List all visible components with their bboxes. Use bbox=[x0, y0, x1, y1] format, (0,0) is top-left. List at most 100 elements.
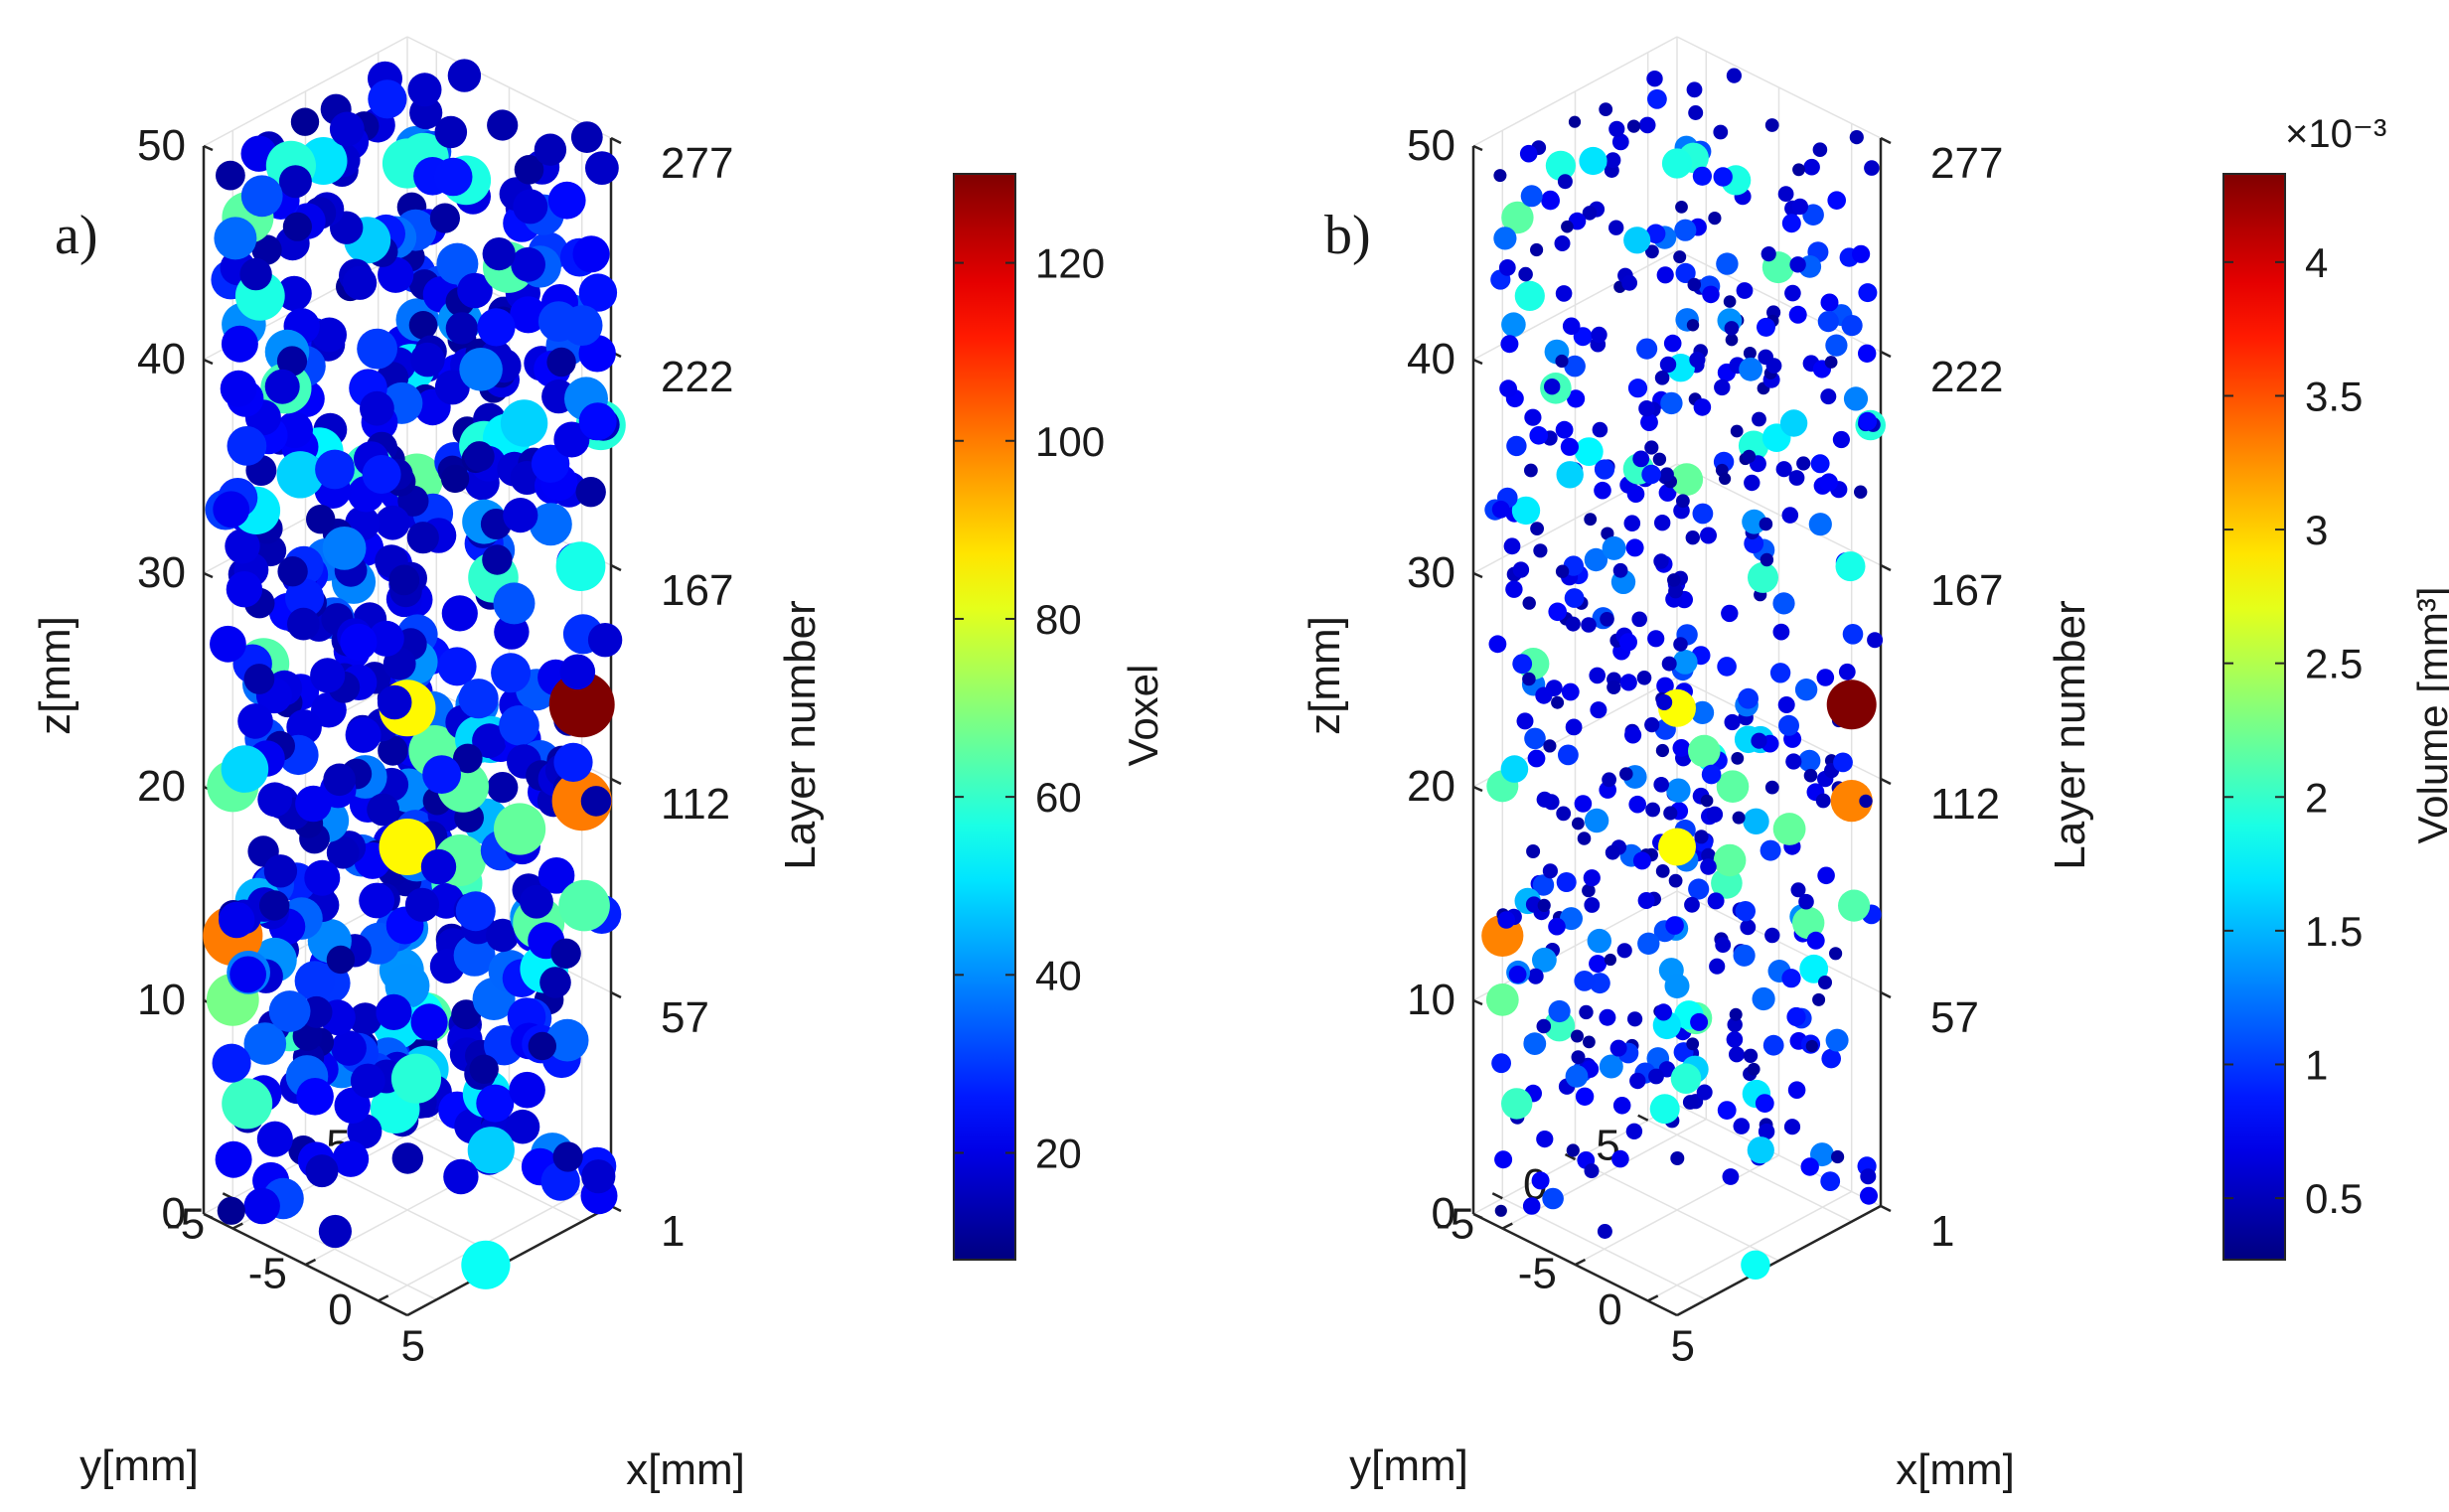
scatter-point bbox=[509, 1071, 545, 1109]
layer-tick bbox=[610, 990, 622, 999]
scatter-point bbox=[1577, 832, 1592, 845]
colorbar-tick-label: 3.5 bbox=[2305, 373, 2363, 419]
panel-a: 0102030405015711216722227750-5-505z[mm]y… bbox=[31, 36, 1166, 1494]
scatter-point bbox=[407, 73, 442, 107]
z-tick bbox=[203, 358, 214, 366]
scatter-point bbox=[213, 491, 250, 529]
scatter-point bbox=[1572, 817, 1585, 831]
scatter-point bbox=[1744, 474, 1760, 492]
scatter-point bbox=[1760, 552, 1774, 567]
scatter-point bbox=[1529, 426, 1548, 445]
colorbar-tick-label: 80 bbox=[1035, 596, 1082, 643]
scatter-point bbox=[1687, 277, 1702, 292]
scatter-point bbox=[1666, 778, 1691, 803]
y-tick bbox=[1491, 1192, 1503, 1200]
scatter-point bbox=[1672, 739, 1691, 757]
scatter-point bbox=[1564, 588, 1585, 608]
scatter-point bbox=[1757, 317, 1775, 337]
scatter-point bbox=[1732, 811, 1746, 825]
scatter-point bbox=[1799, 954, 1829, 983]
scatter-point bbox=[513, 189, 548, 225]
scatter-point bbox=[447, 59, 482, 92]
scatter-point bbox=[1729, 1046, 1745, 1063]
scatter-point bbox=[1628, 795, 1646, 814]
colorbar-tick-label: 2.5 bbox=[2305, 641, 2363, 687]
scatter-point bbox=[1545, 150, 1576, 181]
scatter-point bbox=[1663, 806, 1678, 821]
scatter-point bbox=[1574, 437, 1604, 466]
scatter-point bbox=[1655, 743, 1669, 758]
scatter-point bbox=[1781, 969, 1801, 988]
scatter-point bbox=[1646, 71, 1663, 87]
scatter-point bbox=[1619, 674, 1637, 691]
z-tick bbox=[1472, 1212, 1483, 1220]
x-tick-label: 0 bbox=[328, 1285, 352, 1334]
x-tick bbox=[304, 1258, 317, 1267]
scatter-point bbox=[1647, 88, 1667, 109]
scatter-point bbox=[1791, 198, 1809, 216]
scatter-point bbox=[1725, 333, 1739, 347]
scatter-point bbox=[1498, 259, 1516, 276]
colorbar-tick-label: 40 bbox=[1035, 952, 1082, 998]
scatter-point bbox=[1820, 388, 1837, 405]
scatter-point bbox=[1726, 68, 1742, 83]
scatter-point bbox=[1659, 467, 1674, 482]
y-tick-label: -5 bbox=[1436, 1199, 1474, 1248]
scatter-point bbox=[1665, 916, 1684, 935]
scatter-point bbox=[553, 742, 593, 783]
layer-tick bbox=[610, 136, 622, 145]
scatter-points bbox=[203, 59, 626, 1289]
scatter-point bbox=[548, 672, 615, 738]
scatter-point bbox=[1724, 321, 1740, 336]
x-tick-label: 5 bbox=[400, 1321, 424, 1370]
scatter-point bbox=[1584, 808, 1609, 833]
scatter-point bbox=[461, 1240, 511, 1289]
scatter-point bbox=[349, 1002, 383, 1036]
scatter-point bbox=[1743, 347, 1757, 360]
scatter-point bbox=[1494, 1150, 1513, 1169]
scatter-point bbox=[1656, 694, 1673, 710]
scatter-point bbox=[529, 503, 572, 546]
scatter-point bbox=[436, 242, 479, 285]
scatter-point bbox=[1815, 793, 1831, 809]
scatter-point bbox=[1654, 1003, 1672, 1021]
scatter-point bbox=[1584, 1163, 1600, 1179]
scatter-point bbox=[1700, 794, 1714, 808]
z-tick-label: 50 bbox=[137, 121, 186, 170]
scatter-point bbox=[1656, 677, 1674, 695]
scatter-point bbox=[1644, 440, 1659, 455]
scatter-point bbox=[1670, 1151, 1685, 1165]
scatter-point bbox=[1551, 695, 1565, 709]
panel-label: b) bbox=[1324, 205, 1371, 266]
scatter-point bbox=[1584, 547, 1608, 572]
scatter-point bbox=[1632, 851, 1651, 870]
scatter-point bbox=[1564, 355, 1586, 378]
scatter-point bbox=[1658, 484, 1677, 502]
scatter-point bbox=[1805, 1039, 1818, 1053]
scatter-point bbox=[1816, 669, 1835, 686]
scatter-point bbox=[1499, 379, 1517, 398]
scatter-point bbox=[1581, 617, 1597, 633]
scatter-point bbox=[1537, 898, 1551, 913]
grid-line bbox=[1647, 1190, 1853, 1302]
x-tick-label: -5 bbox=[1518, 1250, 1557, 1298]
scatter-point bbox=[1560, 907, 1583, 931]
scatter-point bbox=[1781, 507, 1799, 524]
scatter-point bbox=[1740, 919, 1757, 936]
scatter-point bbox=[482, 237, 516, 271]
layer-tick-label: 222 bbox=[1930, 353, 2003, 401]
scatter-point bbox=[1604, 953, 1616, 967]
scatter-point bbox=[1653, 777, 1669, 793]
scatter-point bbox=[1556, 872, 1577, 892]
scatter-point bbox=[1535, 686, 1553, 704]
scatter-point bbox=[1548, 999, 1571, 1023]
scatter-point bbox=[1764, 927, 1780, 944]
z-tick-label: 30 bbox=[1407, 548, 1455, 597]
scatter-point bbox=[375, 505, 410, 540]
grid-line bbox=[1647, 1120, 1853, 1223]
scatter-point bbox=[1623, 227, 1651, 254]
scatter-point bbox=[1583, 1035, 1596, 1049]
scatter-point bbox=[1542, 863, 1558, 879]
scatter-point bbox=[264, 369, 300, 404]
scatter-point bbox=[1831, 1149, 1845, 1164]
